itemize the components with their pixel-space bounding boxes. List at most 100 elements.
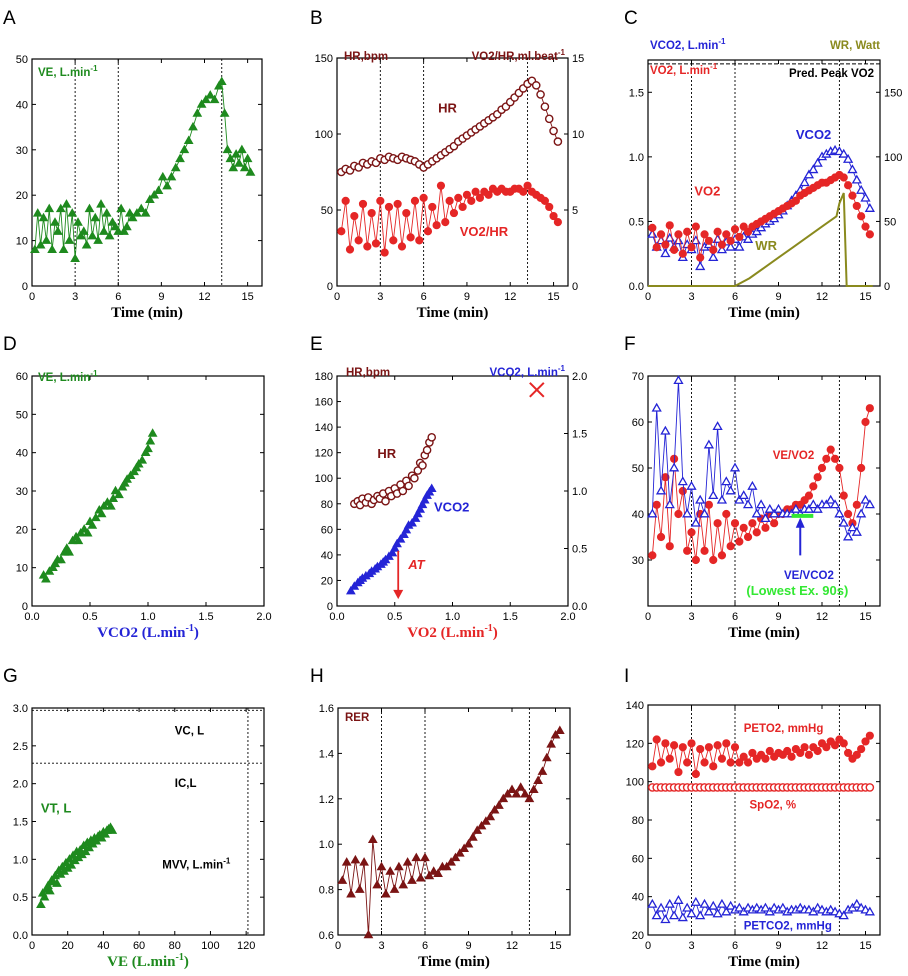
y-tick-label: 60	[632, 853, 644, 865]
data-point	[787, 752, 796, 761]
data-point	[56, 554, 66, 564]
x-axis-label: Time (min)	[418, 954, 490, 970]
y-tick-label: 20	[16, 524, 28, 536]
data-point	[752, 528, 761, 537]
data-point	[389, 543, 400, 552]
data-point	[540, 196, 550, 205]
x-tick-label: 15	[859, 611, 871, 623]
data-point	[183, 135, 194, 145]
x-tick-label: 6	[422, 940, 428, 952]
series-petco2-mmhg	[647, 894, 875, 924]
x-tick-label: 15	[859, 291, 871, 303]
data-point	[722, 509, 731, 519]
data-point	[739, 752, 748, 761]
data-point	[764, 503, 775, 513]
panel-label: B	[310, 8, 323, 29]
data-point	[761, 754, 770, 763]
data-point	[234, 158, 244, 167]
data-point	[713, 227, 722, 236]
x-tick-label: 0	[29, 291, 35, 303]
y-right-tick-label: 10	[572, 129, 584, 141]
y-tick-label: 2.0	[13, 779, 28, 791]
y-tick-label: 80	[632, 815, 644, 827]
data-point	[143, 443, 153, 453]
data-point	[419, 193, 428, 202]
y-tick-label: 30	[16, 145, 28, 157]
data-point	[674, 230, 683, 239]
data-point	[834, 508, 845, 518]
data-point	[709, 245, 718, 254]
data-point	[804, 750, 814, 759]
data-point	[363, 929, 374, 939]
vo2-curve-label: VO2	[694, 184, 720, 199]
data-point	[82, 527, 93, 537]
data-point	[422, 445, 432, 455]
data-point	[838, 517, 849, 527]
x-tick-label: 12	[504, 291, 516, 303]
y-tick-label: 30	[632, 555, 644, 567]
y-tick-label: 40	[16, 448, 28, 460]
data-point	[668, 910, 680, 920]
data-point	[808, 499, 819, 509]
data-point	[485, 811, 496, 821]
data-point	[851, 898, 862, 908]
data-point	[648, 762, 657, 771]
data-point	[865, 783, 875, 792]
data-point	[861, 737, 870, 746]
data-point	[53, 226, 63, 235]
data-point	[55, 203, 66, 213]
data-point	[531, 81, 541, 90]
data-point	[533, 775, 543, 784]
data-point	[428, 866, 439, 875]
data-point	[44, 203, 55, 213]
data-point	[245, 167, 256, 176]
data-point	[725, 900, 736, 910]
data-point	[415, 236, 424, 245]
x-tick-label: 0	[335, 940, 341, 952]
data-point	[648, 223, 657, 232]
data-point	[114, 489, 124, 499]
data-point	[699, 898, 710, 908]
axes-frame	[647, 59, 881, 287]
data-point	[541, 752, 552, 762]
data-point	[851, 174, 862, 184]
x-tick-label: 2.0	[256, 611, 271, 623]
x-tick-label: 9	[465, 940, 471, 952]
data-point	[389, 236, 398, 245]
data-point	[350, 211, 359, 221]
data-point	[734, 494, 745, 504]
data-point	[454, 193, 463, 202]
data-point	[791, 196, 801, 205]
data-point	[393, 199, 402, 209]
data-point	[380, 248, 389, 257]
data-point	[441, 218, 450, 227]
data-point	[407, 517, 417, 527]
x-tick-label: 0	[645, 291, 651, 303]
y-tick-label: 80	[321, 499, 333, 511]
data-point	[804, 491, 814, 500]
reference-label: IC,L	[175, 778, 197, 790]
data-point	[742, 233, 754, 243]
data-point	[687, 739, 696, 748]
x-tick-label: 0.0	[24, 611, 39, 623]
data-point	[851, 526, 862, 536]
panel-label: D	[3, 334, 17, 355]
y-tick-label: 0.0	[629, 281, 644, 293]
data-point	[821, 499, 832, 509]
data-point	[761, 523, 770, 532]
x-tick-label: 6	[732, 940, 738, 952]
data-point	[830, 454, 840, 463]
data-point	[201, 94, 211, 104]
hr-axis-title: HR,bpm	[344, 51, 388, 63]
series-vco2	[345, 483, 437, 595]
data-point	[398, 486, 408, 496]
data-point	[691, 769, 700, 779]
data-point	[528, 784, 539, 794]
data-point	[769, 508, 780, 518]
data-point	[687, 528, 696, 537]
data-point	[704, 236, 714, 245]
data-point	[699, 508, 710, 518]
data-point	[864, 906, 875, 916]
data-point	[826, 445, 835, 454]
data-point	[651, 910, 662, 920]
